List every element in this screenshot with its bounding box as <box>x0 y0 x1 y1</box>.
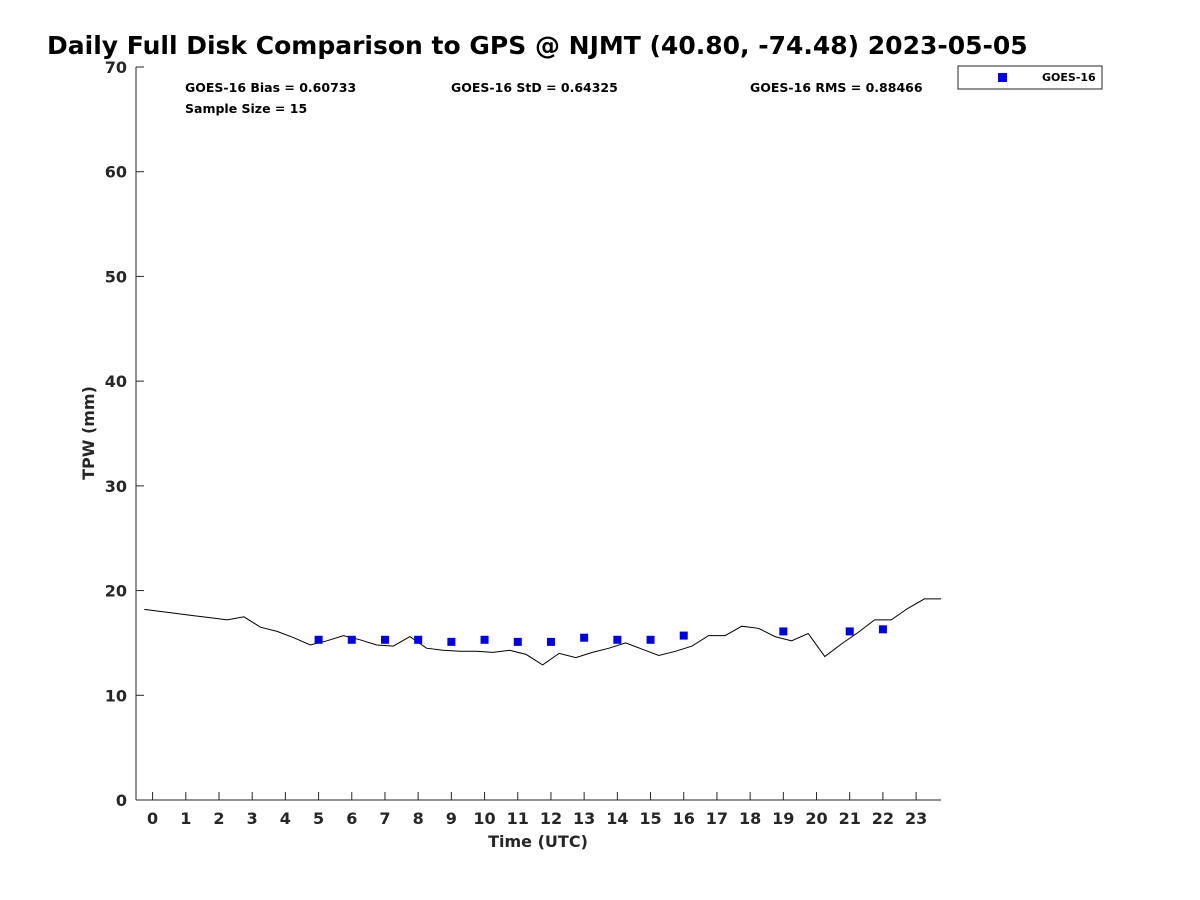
x-tick-label: 22 <box>872 809 894 828</box>
sample-size-annotation: Sample Size = 15 <box>185 101 307 116</box>
y-tick-label: 30 <box>105 477 127 496</box>
x-tick-label: 7 <box>379 809 390 828</box>
legend: GOES-16 <box>957 65 1103 90</box>
x-tick-label: 9 <box>446 809 457 828</box>
goes16-point <box>347 635 356 644</box>
goes16-point <box>480 635 489 644</box>
goes16-point <box>580 633 589 642</box>
plot-area <box>144 598 941 666</box>
goes16-point <box>613 635 622 644</box>
y-tick-label: 50 <box>105 267 127 286</box>
y-tick-label: 0 <box>116 791 127 810</box>
std-annotation: GOES-16 StD = 0.64325 <box>451 80 618 95</box>
x-tick-label: 18 <box>739 809 761 828</box>
y-tick-label: 70 <box>105 58 127 77</box>
y-tick-label: 60 <box>105 163 127 182</box>
goes16-point <box>447 637 456 646</box>
y-tick-label: 10 <box>105 686 127 705</box>
rms-annotation: GOES-16 RMS = 0.88466 <box>750 80 923 95</box>
x-tick-label: 10 <box>473 809 495 828</box>
x-tick-label: 15 <box>639 809 661 828</box>
legend-box <box>957 65 1103 90</box>
x-tick-label: 5 <box>313 809 324 828</box>
x-tick-label: 6 <box>346 809 357 828</box>
goes16-point <box>679 631 688 640</box>
legend-label-goes16: GOES-16 <box>1042 71 1096 84</box>
x-tick-label: 1 <box>180 809 191 828</box>
chart-title: Daily Full Disk Comparison to GPS @ NJMT… <box>47 31 1028 60</box>
legend-marker-goes16 <box>998 73 1007 82</box>
y-tick-label: 20 <box>105 582 127 601</box>
bias-annotation: GOES-16 Bias = 0.60733 <box>185 80 356 95</box>
goes16-point <box>380 635 389 644</box>
x-tick-label: 3 <box>247 809 258 828</box>
goes16-point <box>546 637 555 646</box>
axes <box>135 67 941 801</box>
gps-tpw-line <box>144 598 941 666</box>
x-tick-label: 11 <box>507 809 529 828</box>
x-tick-label: 21 <box>839 809 861 828</box>
y-ticks: 0 10 20 30 40 50 60 70 <box>105 58 144 810</box>
goes16-point <box>845 627 854 636</box>
x-tick-label: 16 <box>673 809 695 828</box>
goes16-point <box>878 625 887 634</box>
x-tick-label: 2 <box>213 809 224 828</box>
x-tick-label: 0 <box>147 809 158 828</box>
y-tick-label: 40 <box>105 372 127 391</box>
x-tick-label: 4 <box>280 809 291 828</box>
goes16-point <box>414 635 423 644</box>
goes16-point <box>779 627 788 636</box>
x-tick-label: 19 <box>772 809 794 828</box>
x-tick-label: 23 <box>905 809 927 828</box>
x-tick-label: 12 <box>540 809 562 828</box>
x-tick-label: 17 <box>706 809 728 828</box>
x-tick-label: 14 <box>606 809 628 828</box>
y-axis-label: TPW (mm) <box>79 386 98 480</box>
goes16-point <box>314 635 323 644</box>
stats-annotations: GOES-16 Bias = 0.60733 GOES-16 StD = 0.6… <box>185 80 923 116</box>
x-axis-label: Time (UTC) <box>488 832 588 851</box>
x-ticks: 0 1 2 3 4 5 6 7 8 9 10 11 12 13 14 15 16 17 18 19 20 21 22 23 <box>147 792 927 828</box>
x-tick-label: 8 <box>413 809 424 828</box>
goes16-point <box>513 637 522 646</box>
x-tick-label: 20 <box>805 809 827 828</box>
x-tick-label: 13 <box>573 809 595 828</box>
goes16-point <box>646 635 655 644</box>
